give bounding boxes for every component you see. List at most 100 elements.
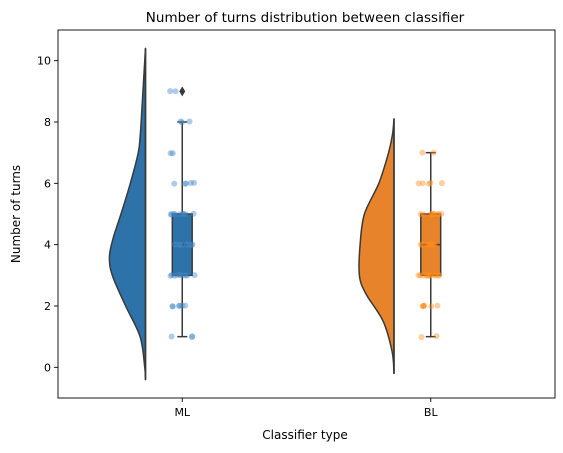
data-point: [428, 241, 435, 248]
data-point: [191, 272, 198, 279]
data-point: [167, 211, 174, 218]
data-point: [417, 272, 424, 279]
data-point: [176, 241, 183, 248]
data-point: [427, 211, 434, 218]
data-point: [427, 241, 434, 248]
data-point: [425, 180, 432, 187]
data-point: [419, 180, 426, 187]
data-point: [423, 272, 430, 279]
data-point: [425, 241, 432, 248]
data-point: [432, 272, 439, 279]
data-point: [425, 272, 432, 279]
series-bl: [358, 118, 445, 375]
data-point: [438, 210, 445, 217]
series-ml: [108, 47, 198, 381]
data-point: [174, 272, 181, 279]
data-point: [424, 271, 431, 278]
data-point: [435, 211, 442, 218]
y-tick-label: 10: [37, 55, 51, 68]
y-tick-label: 8: [44, 116, 51, 129]
data-point: [170, 210, 177, 217]
data-point: [173, 241, 180, 248]
data-point: [180, 210, 187, 217]
x-tick-label: ML: [174, 406, 190, 419]
data-point: [169, 303, 176, 310]
data-point: [169, 150, 176, 157]
data-point: [189, 333, 196, 340]
data-point: [167, 88, 174, 95]
data-point: [187, 179, 194, 186]
data-point: [419, 149, 426, 156]
data-point: [180, 210, 187, 217]
data-point: [167, 150, 174, 157]
data-point: [168, 211, 175, 218]
plot-marks: [108, 47, 445, 381]
data-point: [420, 272, 427, 279]
data-point: [184, 241, 191, 248]
data-point: [184, 241, 191, 248]
data-point: [176, 211, 183, 218]
data-point: [189, 241, 196, 248]
data-point: [430, 241, 437, 248]
data-point: [177, 118, 184, 125]
data-point: [435, 272, 442, 279]
data-point: [426, 241, 433, 248]
data-point: [417, 211, 424, 218]
plot-frame: [57, 29, 556, 399]
density-half-violin: [358, 118, 395, 375]
data-point: [431, 272, 438, 279]
data-point: [428, 303, 435, 310]
data-point: [176, 241, 183, 248]
density-half-violin: [108, 47, 147, 381]
data-point: [421, 302, 428, 309]
data-point: [436, 272, 443, 279]
data-point: [169, 303, 176, 310]
data-point: [188, 334, 195, 341]
data-point: [430, 149, 437, 156]
data-point: [428, 211, 435, 218]
data-point: [176, 242, 183, 249]
data-point: [178, 119, 185, 126]
data-point: [180, 272, 187, 279]
data-point: [172, 241, 179, 248]
data-point: [420, 303, 427, 310]
data-point: [430, 210, 437, 217]
data-point: [182, 211, 189, 218]
data-point: [420, 211, 427, 218]
y-axis-label: Number of turns: [9, 165, 23, 263]
data-point: [419, 241, 426, 248]
data-point: [171, 272, 178, 279]
data-point: [191, 179, 198, 186]
data-point: [186, 118, 193, 125]
data-point: [183, 180, 190, 187]
data-point: [418, 334, 425, 341]
data-point: [434, 302, 441, 309]
data-point: [172, 211, 179, 218]
data-point: [176, 271, 183, 278]
y-tick-label: 2: [44, 300, 51, 313]
y-axis: 0 2 4 6 8 10: [37, 55, 58, 374]
data-point: [179, 302, 186, 309]
data-point: [427, 179, 434, 186]
data-point: [171, 180, 178, 187]
x-axis-label: Classifier type: [262, 428, 347, 442]
data-point: [176, 302, 183, 309]
data-point: [438, 180, 445, 187]
data-point: [168, 333, 175, 340]
data-point: [430, 210, 437, 217]
data-point: [167, 272, 174, 279]
data-point: [177, 271, 184, 278]
data-point: [419, 303, 426, 310]
data-point: [420, 302, 427, 309]
data-point: [190, 210, 197, 217]
data-point: [426, 271, 433, 278]
data-point: [184, 272, 191, 279]
data-point: [431, 241, 438, 248]
data-point: [182, 272, 189, 279]
data-point: [172, 241, 179, 248]
data-point: [172, 88, 179, 95]
data-point: [176, 303, 183, 310]
data-point: [417, 241, 424, 248]
